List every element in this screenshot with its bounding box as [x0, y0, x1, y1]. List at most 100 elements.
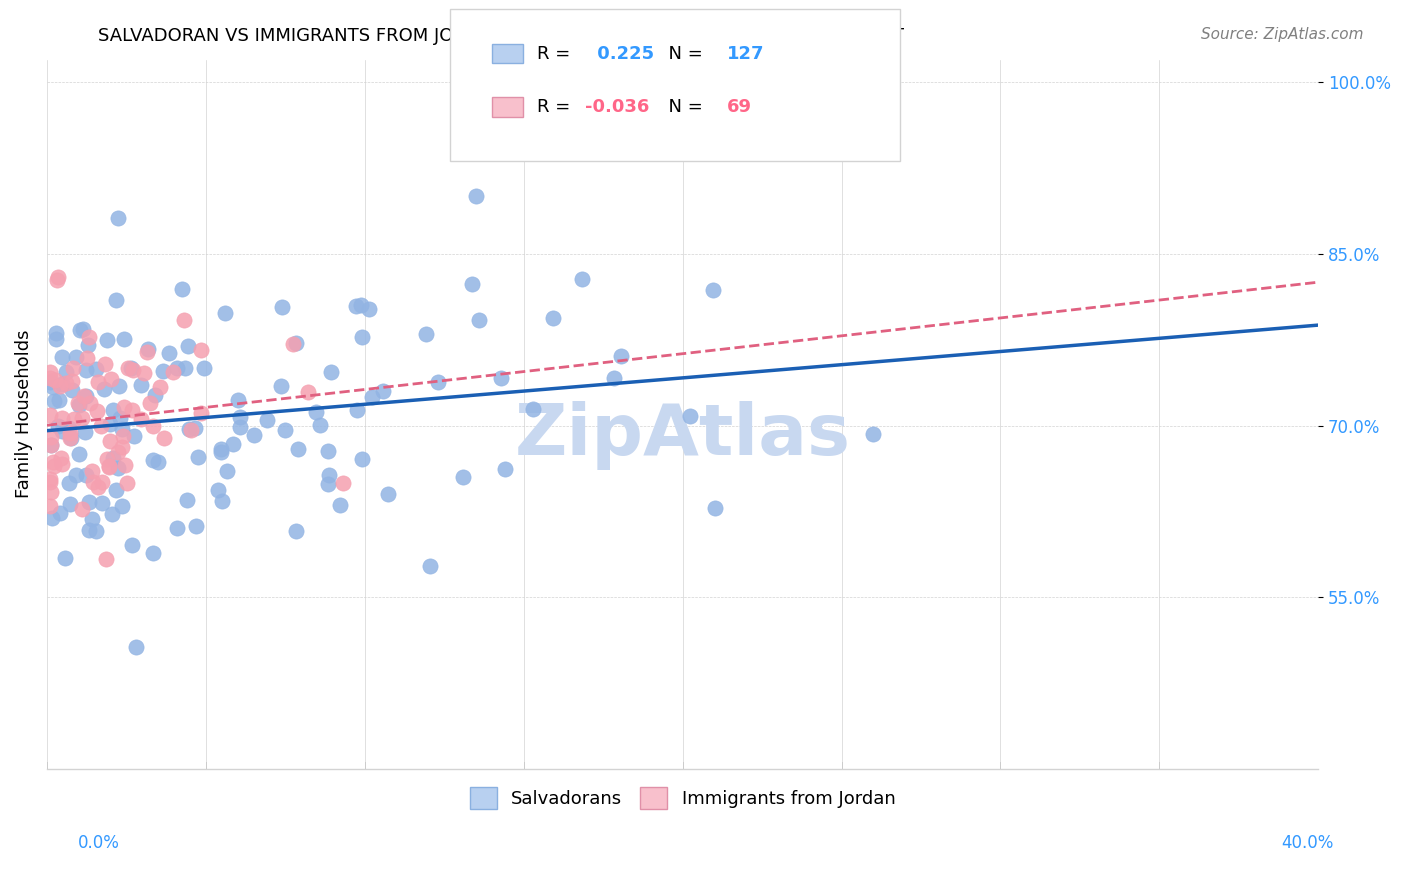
Salvadorans — [187, 450, 209, 464]
Immigrants from Jordan — [332, 475, 354, 490]
Salvadorans — [107, 211, 129, 225]
Immigrants from Jordan — [162, 366, 184, 380]
Immigrants from Jordan — [87, 480, 110, 494]
Salvadorans — [105, 293, 128, 308]
Immigrants from Jordan — [142, 419, 165, 434]
Immigrants from Jordan — [112, 400, 135, 414]
Salvadorans — [65, 468, 87, 483]
Salvadorans — [84, 524, 107, 539]
Immigrants from Jordan — [111, 441, 134, 455]
Salvadorans — [270, 378, 292, 392]
Salvadorans — [461, 277, 484, 292]
Salvadorans — [51, 376, 73, 391]
Salvadorans — [415, 326, 437, 341]
Salvadorans — [359, 301, 381, 316]
Salvadorans — [152, 363, 174, 377]
Salvadorans — [173, 360, 195, 375]
Salvadorans — [222, 437, 245, 451]
Salvadorans — [308, 418, 330, 433]
Immigrants from Jordan — [98, 434, 121, 448]
Salvadorans — [610, 349, 633, 363]
Immigrants from Jordan — [111, 429, 134, 443]
Salvadorans — [96, 334, 118, 348]
Salvadorans — [243, 428, 266, 442]
Salvadorans — [65, 350, 87, 364]
Salvadorans — [121, 538, 143, 552]
Immigrants from Jordan — [72, 502, 94, 516]
Salvadorans — [60, 431, 83, 445]
Salvadorans — [177, 339, 200, 353]
Salvadorans — [42, 393, 65, 408]
Text: 0.0%: 0.0% — [77, 834, 120, 852]
Text: 69: 69 — [727, 98, 752, 116]
Salvadorans — [120, 360, 142, 375]
Salvadorans — [209, 445, 232, 459]
Immigrants from Jordan — [121, 363, 143, 377]
Salvadorans — [329, 499, 352, 513]
Salvadorans — [82, 512, 104, 526]
Salvadorans — [419, 558, 441, 573]
Salvadorans — [67, 398, 90, 412]
Salvadorans — [183, 421, 205, 435]
Salvadorans — [862, 426, 884, 441]
Immigrants from Jordan — [148, 380, 170, 394]
Immigrants from Jordan — [115, 475, 138, 490]
Salvadorans — [86, 362, 108, 376]
Salvadorans — [101, 451, 124, 466]
Salvadorans — [42, 380, 65, 394]
Immigrants from Jordan — [39, 485, 62, 500]
Immigrants from Jordan — [100, 372, 122, 386]
Salvadorans — [284, 335, 307, 350]
Salvadorans — [111, 499, 134, 513]
Salvadorans — [39, 438, 62, 452]
Immigrants from Jordan — [44, 373, 66, 387]
Legend: Salvadorans, Immigrants from Jordan: Salvadorans, Immigrants from Jordan — [463, 780, 903, 816]
Salvadorans — [285, 524, 308, 538]
Salvadorans — [316, 477, 339, 491]
Immigrants from Jordan — [117, 361, 139, 376]
Salvadorans — [321, 365, 343, 379]
Salvadorans — [184, 519, 207, 533]
Immigrants from Jordan — [173, 313, 195, 327]
Salvadorans — [48, 507, 70, 521]
Salvadorans — [58, 476, 80, 491]
Immigrants from Jordan — [39, 365, 62, 379]
Salvadorans — [256, 413, 278, 427]
Salvadorans — [67, 447, 90, 461]
Salvadorans — [107, 460, 129, 475]
Salvadorans — [467, 312, 489, 326]
Text: 0.225: 0.225 — [591, 45, 659, 62]
Salvadorans — [111, 422, 134, 436]
Immigrants from Jordan — [86, 404, 108, 418]
Immigrants from Jordan — [82, 475, 104, 489]
Text: R =: R = — [537, 45, 576, 62]
Immigrants from Jordan — [90, 419, 112, 434]
Salvadorans — [46, 418, 69, 433]
Salvadorans — [465, 188, 488, 202]
Salvadorans — [214, 306, 236, 320]
Immigrants from Jordan — [297, 384, 319, 399]
Salvadorans — [75, 425, 97, 439]
Immigrants from Jordan — [70, 410, 93, 425]
Salvadorans — [304, 405, 326, 419]
Salvadorans — [373, 384, 395, 398]
Salvadorans — [172, 282, 194, 296]
Salvadorans — [494, 462, 516, 476]
Salvadorans — [105, 483, 128, 497]
Immigrants from Jordan — [39, 438, 62, 452]
Salvadorans — [217, 464, 239, 478]
Salvadorans — [75, 363, 97, 377]
Salvadorans — [90, 496, 112, 510]
Salvadorans — [541, 311, 564, 326]
Immigrants from Jordan — [79, 395, 101, 409]
Immigrants from Jordan — [73, 389, 96, 403]
Immigrants from Jordan — [59, 431, 82, 445]
Salvadorans — [60, 383, 83, 397]
Immigrants from Jordan — [107, 445, 129, 459]
Salvadorans — [229, 419, 252, 434]
Salvadorans — [274, 423, 297, 437]
Salvadorans — [69, 323, 91, 337]
Salvadorans — [318, 467, 340, 482]
Salvadorans — [75, 467, 97, 482]
Salvadorans — [451, 470, 474, 484]
